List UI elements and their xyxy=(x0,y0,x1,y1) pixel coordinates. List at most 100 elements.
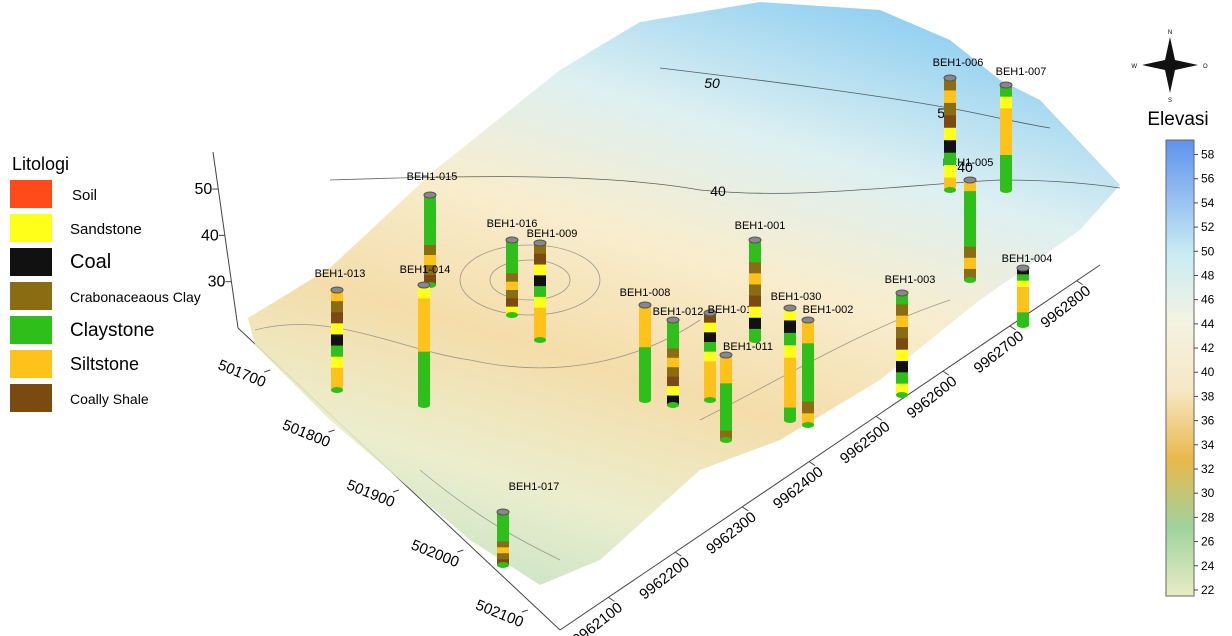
borehole-base xyxy=(534,337,546,343)
borehole xyxy=(802,317,814,428)
tick-mark xyxy=(329,430,335,432)
z-tick-label: 30 xyxy=(208,274,226,291)
compass-rose xyxy=(1142,37,1198,93)
borehole-segment xyxy=(749,318,761,330)
borehole-segment xyxy=(418,378,430,392)
borehole-segment xyxy=(534,308,546,319)
borehole-label: BEH1-011 xyxy=(723,341,773,353)
x-tick-label: 9962300 xyxy=(703,509,759,558)
borehole xyxy=(639,302,651,403)
borehole-segment xyxy=(506,265,518,274)
colorbar-tick-label: 36 xyxy=(1201,414,1215,428)
borehole-segment xyxy=(1000,143,1012,155)
borehole xyxy=(506,237,518,318)
borehole-label: BEH1-014 xyxy=(400,264,451,276)
borehole-segment xyxy=(704,332,716,342)
borehole-segment xyxy=(802,390,814,402)
borehole xyxy=(704,310,716,403)
compass-letter: S xyxy=(1168,98,1172,104)
borehole-segment xyxy=(704,323,716,333)
borehole-segment xyxy=(944,90,956,103)
borehole-segment xyxy=(331,334,343,346)
borehole-segment xyxy=(720,364,732,374)
borehole-segment xyxy=(944,103,956,116)
borehole-label: BEH1-017 xyxy=(509,481,560,493)
x-tick-label: 9962800 xyxy=(1038,282,1094,331)
compass-letter: O xyxy=(1203,64,1208,70)
borehole-segment xyxy=(506,290,518,299)
borehole-base xyxy=(784,417,796,423)
borehole-segment xyxy=(418,298,430,312)
borehole-base xyxy=(667,402,679,408)
borehole-label: BEH1-012 xyxy=(653,306,704,318)
borehole-cap xyxy=(497,509,509,515)
legend-swatch xyxy=(10,248,52,276)
borehole xyxy=(720,352,732,443)
borehole-cap xyxy=(506,237,518,243)
y-tick-label: 502000 xyxy=(409,537,462,572)
borehole-base xyxy=(418,402,430,408)
borehole-segment xyxy=(639,358,651,369)
borehole xyxy=(944,75,956,193)
borehole-segment xyxy=(784,333,796,346)
borehole-segment xyxy=(497,547,509,553)
borehole-segment xyxy=(667,386,679,396)
colorbar-tick-label: 40 xyxy=(1201,365,1215,379)
borehole-segment xyxy=(964,224,976,236)
borehole-base xyxy=(802,422,814,428)
borehole-segment xyxy=(802,378,814,390)
borehole-segment xyxy=(534,286,546,297)
borehole-cap xyxy=(424,192,436,198)
borehole-segment xyxy=(639,337,651,348)
legend-swatch xyxy=(10,350,52,378)
colorbar-tick-label: 56 xyxy=(1201,172,1215,186)
borehole-segment xyxy=(784,358,796,371)
borehole-segment xyxy=(497,530,509,536)
legend-swatch xyxy=(10,214,52,242)
borehole-cap xyxy=(896,290,908,296)
borehole-segment xyxy=(497,553,509,559)
borehole-segment xyxy=(704,352,716,362)
colorbar-tick-label: 42 xyxy=(1201,341,1215,355)
borehole-segment xyxy=(720,412,732,422)
borehole-cap xyxy=(331,287,343,293)
colorbar xyxy=(1166,140,1194,596)
borehole-segment xyxy=(639,379,651,390)
borehole-segment xyxy=(1017,312,1029,319)
colorbar-tick-label: 34 xyxy=(1201,438,1215,452)
borehole-segment xyxy=(720,421,732,431)
contour-label: 40 xyxy=(710,183,726,199)
legend-label: Coally Shale xyxy=(70,391,149,407)
borehole-segment xyxy=(896,304,908,316)
borehole-base xyxy=(720,437,732,443)
borehole xyxy=(667,317,679,408)
borehole-segment xyxy=(1000,132,1012,144)
y-tick-label: 501800 xyxy=(280,417,333,452)
borehole-segment xyxy=(704,381,716,391)
borehole-segment xyxy=(784,320,796,333)
borehole-segment xyxy=(720,402,732,412)
borehole-segment xyxy=(944,165,956,178)
borehole-segment xyxy=(424,225,436,236)
colorbar-tick-label: 32 xyxy=(1201,462,1215,476)
borehole-segment xyxy=(534,297,546,308)
borehole-segment xyxy=(331,312,343,324)
borehole-segment xyxy=(896,372,908,384)
tick-mark xyxy=(393,490,399,492)
borehole-segment xyxy=(1017,300,1029,307)
borehole-segment xyxy=(667,367,679,377)
legend-label: Coal xyxy=(70,251,111,273)
borehole-segment xyxy=(964,258,976,270)
borehole-label: BEH1-030 xyxy=(771,291,822,303)
borehole-label: BEH1-001 xyxy=(735,220,786,232)
colorbar-tick-label: 38 xyxy=(1201,389,1215,403)
legend-label: Sandstone xyxy=(70,221,142,238)
tick-mark xyxy=(264,370,270,372)
colorbar-title: Elevasi xyxy=(1147,109,1208,130)
borehole-segment xyxy=(424,235,436,246)
borehole xyxy=(1000,82,1012,193)
borehole xyxy=(896,290,908,398)
borehole-segment xyxy=(896,327,908,339)
borehole-segment xyxy=(667,377,679,387)
borehole-segment xyxy=(704,371,716,381)
